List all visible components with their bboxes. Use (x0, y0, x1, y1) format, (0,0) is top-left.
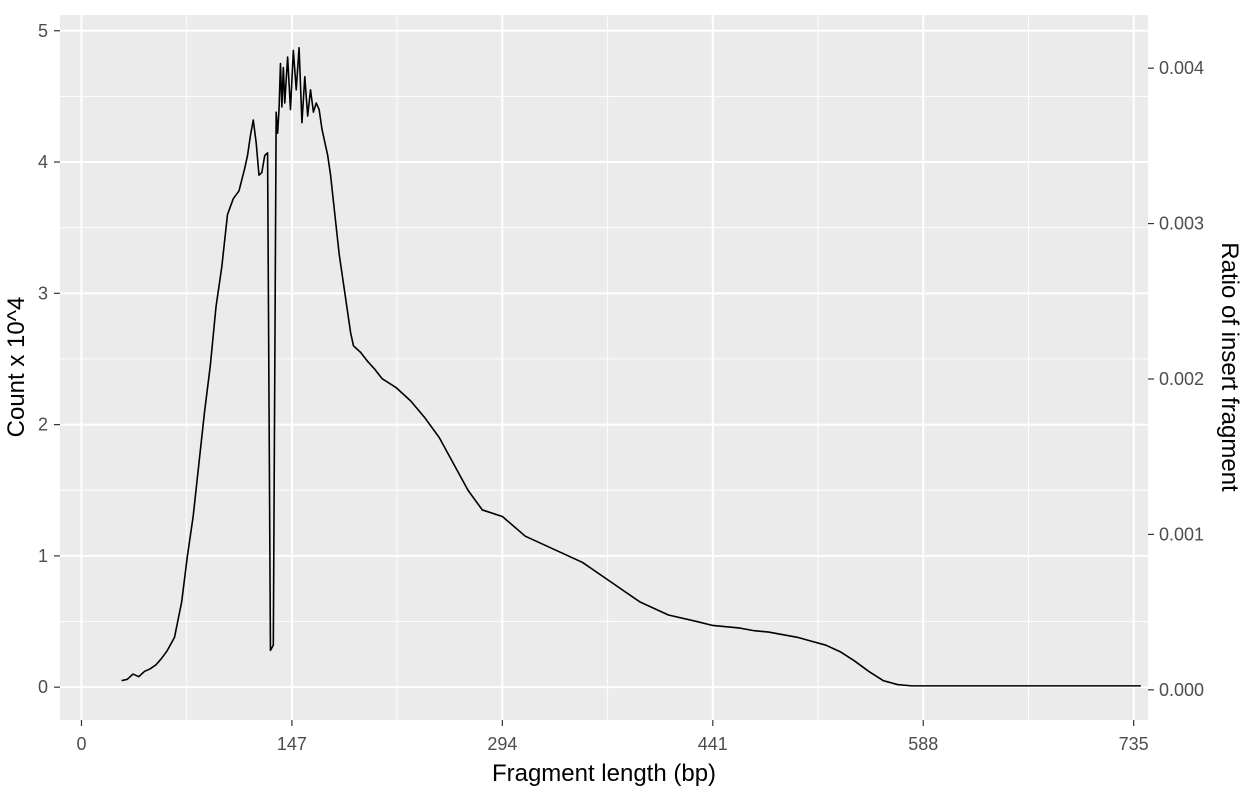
y-tick-label: 4 (38, 152, 48, 172)
y2-axis-ticks: 0.000 0.001 0.002 0.003 0.004 (1148, 58, 1204, 700)
x-tick-label: 735 (1119, 734, 1149, 754)
y-tick-label: 2 (38, 415, 48, 435)
y2-tick-label: 0.001 (1159, 524, 1204, 544)
x-axis-title: Fragment length (bp) (492, 760, 716, 787)
x-tick-label: 294 (487, 734, 517, 754)
y-tick-label: 3 (38, 283, 48, 303)
x-axis-ticks: 0 147 294 441 588 735 (76, 720, 1149, 754)
x-tick-label: 147 (277, 734, 307, 754)
y-axis-title: Count x 10^4 (3, 297, 30, 438)
y2-tick-label: 0.003 (1159, 214, 1204, 234)
y-tick-label: 1 (38, 546, 48, 566)
major-gridlines (60, 15, 1148, 720)
y2-tick-label: 0.000 (1159, 680, 1204, 700)
y2-axis-title: Ratio of insert fragment (1216, 242, 1243, 492)
y-tick-label: 0 (38, 677, 48, 697)
y-axis-ticks: 0 1 2 3 4 5 (38, 21, 60, 697)
plot-panel (60, 15, 1148, 720)
minor-gridlines (60, 15, 1148, 720)
y2-tick-label: 0.002 (1159, 369, 1204, 389)
x-tick-label: 441 (698, 734, 728, 754)
y-tick-label: 5 (38, 21, 48, 41)
x-tick-label: 0 (76, 734, 86, 754)
x-tick-label: 588 (908, 734, 938, 754)
y2-tick-label: 0.004 (1159, 58, 1204, 78)
fragment-length-line (121, 47, 1141, 687)
